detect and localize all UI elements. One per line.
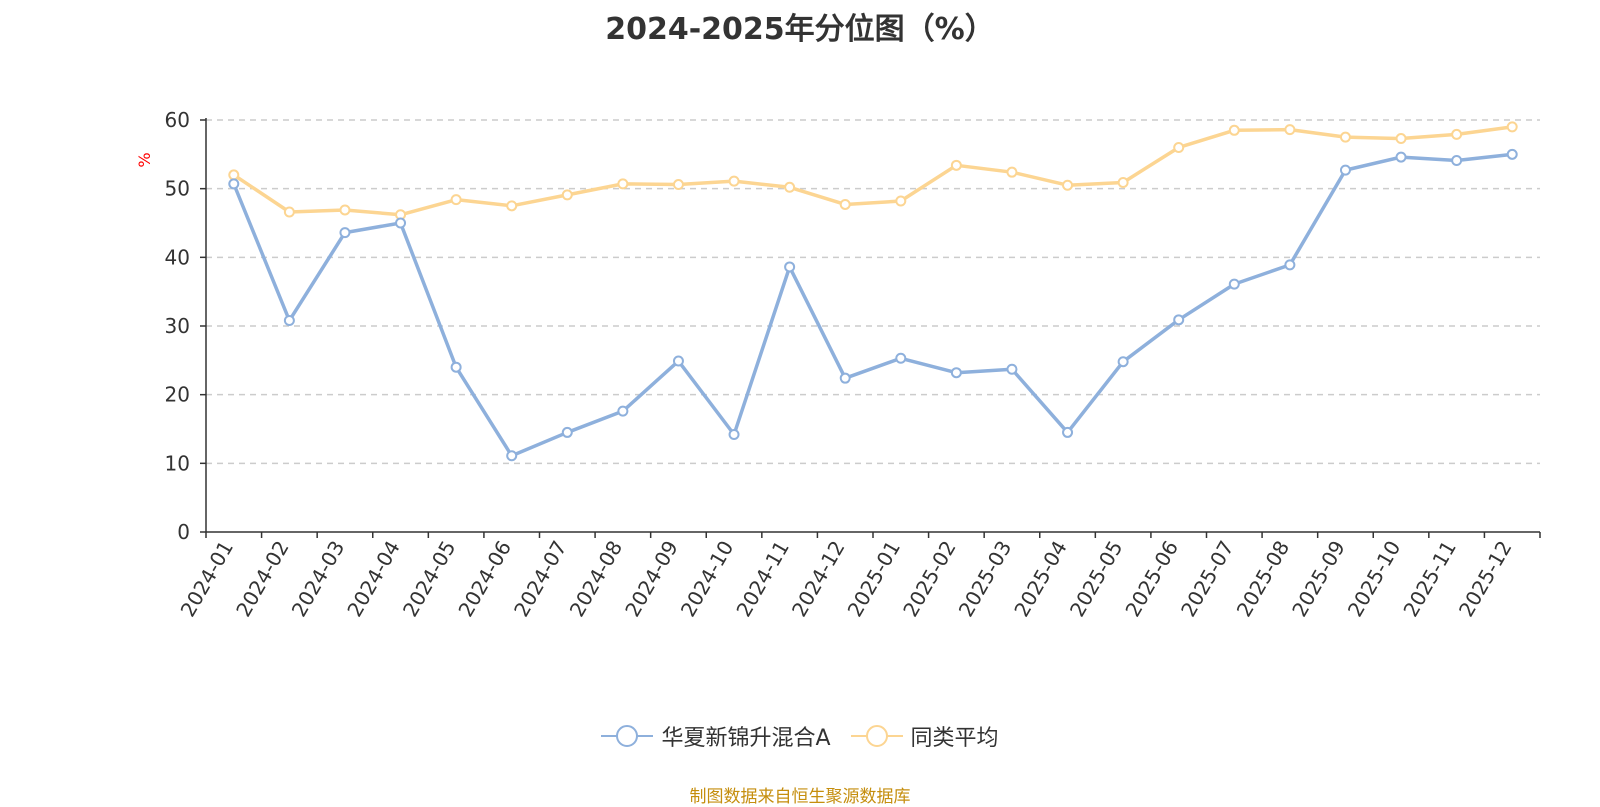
data-point-1-2024-07 bbox=[561, 189, 573, 201]
x-tick-label-2024-03: 2024-03 bbox=[287, 537, 350, 621]
data-point-0-2024-01 bbox=[228, 178, 240, 190]
x-tick-label-2024-07: 2024-07 bbox=[509, 537, 572, 621]
x-tick-label-2024-04: 2024-04 bbox=[342, 537, 405, 621]
source-note: 制图数据来自恒生聚源数据库 bbox=[689, 787, 911, 807]
x-tick-label-2025-11: 2025-11 bbox=[1398, 537, 1461, 621]
x-tick-label-2025-04: 2025-04 bbox=[1009, 537, 1072, 621]
series-line-1 bbox=[232, 125, 1513, 217]
series-line-0 bbox=[232, 152, 1513, 458]
axes: 01020304050602024-012024-022024-032024-0… bbox=[165, 108, 1541, 621]
data-point-0-2025-05 bbox=[1117, 356, 1129, 368]
legend-label-series-a: 华夏新锦升混合A bbox=[661, 726, 831, 751]
data-point-1-2024-06 bbox=[506, 200, 518, 212]
data-point-1-2025-07 bbox=[1228, 124, 1240, 136]
legend-swatch-series-a bbox=[601, 725, 654, 747]
data-point-0-2025-03 bbox=[1006, 363, 1018, 375]
data-point-0-2024-10 bbox=[728, 428, 740, 440]
data-point-1-2025-04 bbox=[1062, 179, 1074, 191]
x-tick-label-2025-01: 2025-01 bbox=[843, 537, 906, 621]
data-point-0-2024-06 bbox=[506, 450, 518, 462]
data-point-0-2025-10 bbox=[1395, 151, 1407, 163]
data-point-0-2025-06 bbox=[1173, 314, 1185, 326]
legend-swatch-series-b bbox=[850, 725, 903, 747]
data-point-0-2024-09 bbox=[672, 355, 684, 367]
x-tick-label-2025-09: 2025-09 bbox=[1287, 537, 1350, 621]
data-point-0-2024-04 bbox=[395, 217, 407, 229]
series-lines bbox=[228, 121, 1518, 462]
x-tick-label-2025-02: 2025-02 bbox=[898, 537, 961, 621]
data-point-1-2025-06 bbox=[1173, 141, 1185, 153]
data-point-0-2024-05 bbox=[450, 361, 462, 373]
data-point-1-2024-08 bbox=[617, 178, 629, 190]
chart-title: 2024-2025年分位图（%） bbox=[605, 12, 995, 47]
data-point-1-2024-01 bbox=[228, 169, 240, 181]
data-point-1-2025-12 bbox=[1506, 121, 1518, 133]
x-tick-label-2025-12: 2025-12 bbox=[1454, 537, 1517, 621]
data-point-1-2025-03 bbox=[1006, 166, 1018, 178]
x-tick-label-2024-10: 2024-10 bbox=[676, 537, 739, 621]
data-point-0-2025-01 bbox=[895, 352, 907, 364]
data-point-1-2025-01 bbox=[895, 195, 907, 207]
data-point-0-2025-09 bbox=[1339, 164, 1351, 176]
x-tick-label-2024-08: 2024-08 bbox=[565, 537, 628, 621]
gridlines bbox=[206, 119, 1540, 465]
y-tick-label-0: 0 bbox=[177, 520, 190, 544]
data-point-1-2024-09 bbox=[672, 179, 684, 191]
data-point-0-2025-11 bbox=[1451, 155, 1463, 167]
data-point-1-2025-10 bbox=[1395, 133, 1407, 145]
x-tick-label-2024-01: 2024-01 bbox=[176, 537, 239, 621]
data-point-0-2024-08 bbox=[617, 405, 629, 417]
data-point-1-2024-12 bbox=[839, 198, 851, 210]
y-tick-label-40: 40 bbox=[165, 245, 190, 269]
x-tick-label-2024-05: 2024-05 bbox=[398, 537, 461, 621]
x-tick-label-2024-12: 2024-12 bbox=[787, 537, 850, 621]
y-tick-label-10: 10 bbox=[165, 451, 190, 475]
y-tick-label-60: 60 bbox=[165, 108, 190, 132]
data-point-0-2024-03 bbox=[339, 227, 351, 239]
x-tick-label-2025-06: 2025-06 bbox=[1120, 537, 1183, 621]
data-point-0-2025-12 bbox=[1506, 148, 1518, 160]
x-tick-label-2025-03: 2025-03 bbox=[954, 536, 1017, 620]
data-point-1-2024-05 bbox=[450, 194, 462, 206]
x-tick-label-2025-08: 2025-08 bbox=[1232, 537, 1295, 621]
x-tick-label-2024-06: 2024-06 bbox=[453, 537, 516, 621]
legend-item-series-a[interactable]: 华夏新锦升混合A bbox=[601, 720, 831, 752]
data-point-1-2025-11 bbox=[1451, 128, 1463, 140]
data-point-1-2025-05 bbox=[1117, 176, 1129, 188]
x-tick-label-2025-07: 2025-07 bbox=[1176, 537, 1239, 621]
data-point-0-2024-12 bbox=[839, 372, 851, 384]
data-point-1-2024-02 bbox=[283, 206, 295, 218]
x-tick-label-2025-10: 2025-10 bbox=[1343, 537, 1406, 621]
x-tick-label-2024-02: 2024-02 bbox=[231, 537, 294, 621]
data-point-1-2025-09 bbox=[1339, 131, 1351, 143]
data-point-1-2024-03 bbox=[339, 204, 351, 216]
x-tick-label-2025-05: 2025-05 bbox=[1065, 537, 1128, 621]
data-point-1-2025-08 bbox=[1284, 124, 1296, 136]
legend-item-series-b[interactable]: 同类平均 bbox=[850, 720, 999, 752]
data-point-0-2025-02 bbox=[950, 367, 962, 379]
legend-label-series-b: 同类平均 bbox=[910, 726, 999, 751]
y-tick-label-20: 20 bbox=[165, 383, 190, 407]
data-point-1-2024-11 bbox=[784, 181, 796, 193]
data-point-0-2025-04 bbox=[1062, 426, 1074, 438]
x-tick-label-2024-11: 2024-11 bbox=[731, 537, 794, 621]
y-tick-label-50: 50 bbox=[165, 177, 190, 201]
y-tick-label-30: 30 bbox=[165, 314, 190, 338]
y-axis-label: % bbox=[135, 152, 154, 167]
data-point-1-2025-02 bbox=[950, 159, 962, 171]
x-tick-label-2024-09: 2024-09 bbox=[620, 537, 683, 621]
data-point-0-2025-07 bbox=[1228, 278, 1240, 290]
data-point-0-2024-02 bbox=[283, 315, 295, 327]
data-point-0-2024-11 bbox=[784, 261, 796, 273]
data-point-0-2024-07 bbox=[561, 426, 573, 438]
legend: 华夏新锦升混合A 同类平均 bbox=[0, 720, 1600, 752]
data-point-0-2025-08 bbox=[1284, 259, 1296, 271]
data-point-1-2024-10 bbox=[728, 175, 740, 187]
